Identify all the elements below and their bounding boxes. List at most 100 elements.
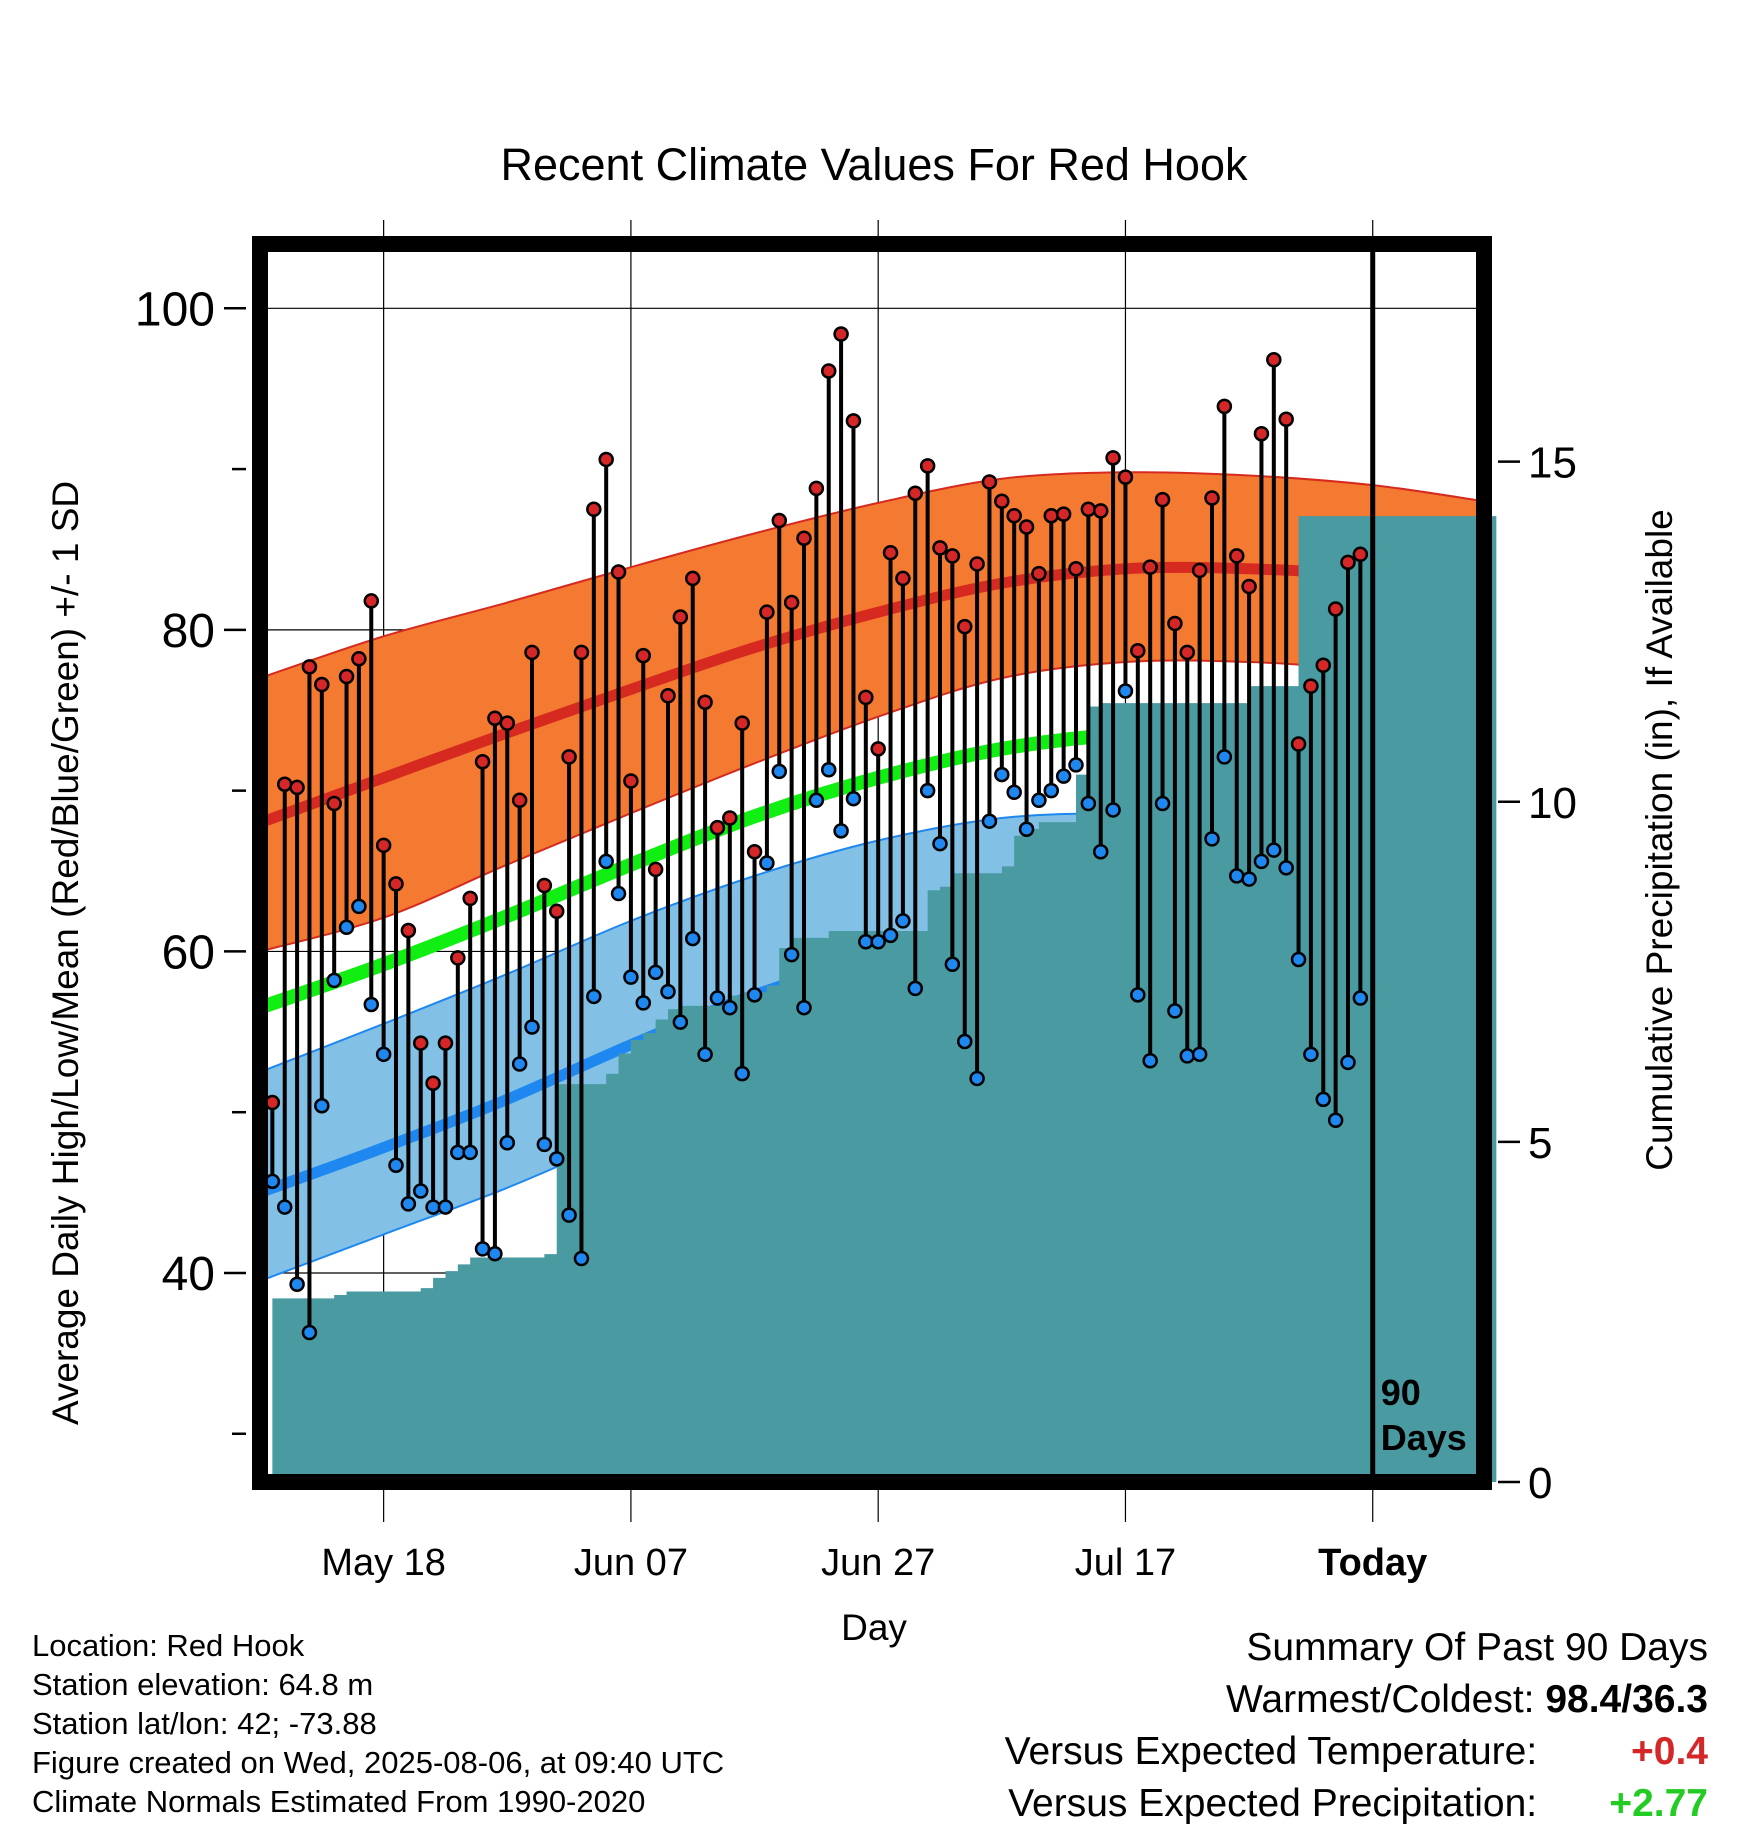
low-temp-point [1092, 843, 1109, 860]
low-temp-point [623, 969, 639, 985]
high-temp-point [474, 753, 491, 770]
low-temp-point [796, 999, 812, 1016]
x-tick-label: Jul 17 [1075, 1542, 1176, 1584]
high-temp-point [895, 570, 911, 587]
high-temp-point [1092, 503, 1109, 519]
summary-temp-row: Versus Expected Temperature: +0.4 [1005, 1726, 1708, 1778]
low-temp-point [1154, 795, 1171, 812]
low-temp-point [808, 792, 825, 809]
high-temp-point [1018, 519, 1035, 535]
low-temp-point [1204, 831, 1220, 847]
high-temp-point [400, 922, 417, 939]
high-temp-point [882, 544, 899, 561]
high-temp-point [734, 715, 750, 731]
low-temp-point [845, 790, 862, 807]
high-temp-point [1191, 562, 1208, 579]
low-temp-point [1266, 842, 1282, 858]
low-temp-point [635, 995, 652, 1011]
low-temp-point [462, 1144, 478, 1161]
low-temp-point [722, 999, 738, 1016]
low-temp-point [1340, 1054, 1356, 1071]
low-temp-point [1031, 792, 1047, 809]
y2-axis-label: Cumulative Precipitation (in), If Availa… [1639, 509, 1680, 1171]
high-temp-point [1167, 615, 1183, 632]
high-temp-point [1241, 578, 1257, 595]
low-temp-point [1253, 853, 1270, 870]
high-temp-point [709, 819, 726, 836]
high-temp-point [870, 741, 886, 757]
low-temp-point [375, 1046, 392, 1063]
low-temp-point [1130, 987, 1146, 1003]
high-temp-point [635, 647, 652, 664]
low-temp-point [351, 898, 367, 915]
low-temp-point [1352, 990, 1369, 1006]
high-temp-point [511, 792, 528, 809]
high-temp-point [289, 779, 305, 796]
low-temp-point [338, 919, 355, 936]
x-tick-label: Jun 27 [821, 1542, 935, 1584]
high-temp-point [981, 474, 998, 490]
low-temp-point [919, 782, 936, 799]
high-temp-point [845, 413, 862, 429]
low-temp-point [882, 927, 899, 944]
high-temp-point [1031, 565, 1047, 582]
high-temp-point [1327, 601, 1344, 617]
low-temp-point [610, 885, 627, 902]
low-temp-point [1241, 871, 1257, 887]
x-tick-label: Today [1318, 1542, 1427, 1584]
low-temp-point [820, 761, 837, 778]
high-temp-point [437, 1035, 454, 1051]
low-temp-point [326, 972, 342, 989]
low-temp-point [1006, 784, 1022, 801]
high-temp-point [722, 810, 738, 826]
summary-precip-label: Versus Expected Precipitation: [1008, 1782, 1538, 1825]
low-temp-point [511, 1056, 528, 1072]
high-temp-point [586, 501, 602, 518]
high-temp-point [932, 540, 948, 556]
low-temp-point [969, 1070, 985, 1087]
low-temp-point [956, 1033, 973, 1050]
high-temp-point [1142, 559, 1158, 575]
summary-panel: Summary Of Past 90 Days Warmest/Coldest:… [1005, 1622, 1708, 1830]
high-temp-point [524, 644, 540, 661]
created-text: Figure created on Wed, 2025-08-06, at 09… [32, 1745, 725, 1780]
low-temp-point [598, 853, 614, 870]
high-temp-point [388, 876, 404, 892]
today-days-label-number: 90 [1381, 1372, 1421, 1413]
high-temp-point [1006, 507, 1022, 524]
high-temp-point [919, 458, 936, 474]
low-temp-point [672, 1014, 689, 1030]
high-temp-point [623, 773, 639, 789]
high-temp-point [573, 644, 590, 661]
high-temp-point [412, 1035, 429, 1051]
axes: 40 60 80 100 0 5 10 15 May 18 Jun 07 Jun 27 Jul 17 T… [135, 283, 1577, 1584]
low-temp-point [981, 813, 998, 829]
low-temp-point [771, 763, 788, 780]
high-temp-point [1290, 736, 1307, 752]
low-temp-point [400, 1196, 417, 1212]
high-temp-point [610, 564, 627, 580]
low-temp-point [870, 934, 886, 950]
low-temp-point [746, 987, 763, 1003]
high-temp-point [660, 688, 676, 704]
low-temp-point [1315, 1091, 1332, 1108]
y-axis-label: Average Daily High/Low/Mean (Red/Blue/Gr… [45, 481, 86, 1425]
low-temp-point [437, 1199, 454, 1215]
low-temp-point [932, 835, 948, 852]
high-temp-point [363, 593, 380, 609]
elevation-text: Station elevation: 64.8 m [32, 1667, 374, 1702]
low-temp-point [1278, 860, 1294, 876]
chart-title: Recent Climate Values For Red Hook [501, 139, 1248, 190]
low-temp-point [1179, 1048, 1196, 1064]
high-temp-point [375, 837, 392, 854]
summary-warmest-row: Warmest/Coldest: 98.4/36.3 [1005, 1674, 1708, 1726]
high-temp-point [1253, 425, 1270, 442]
high-temp-point [858, 689, 874, 706]
y-tick-label: 80 [162, 605, 215, 658]
high-temp-point [487, 710, 503, 727]
high-temp-point [746, 843, 763, 860]
low-temp-point [709, 990, 726, 1006]
low-temp-point [314, 1098, 330, 1114]
low-temp-point [412, 1183, 429, 1199]
low-temp-point [289, 1276, 305, 1292]
